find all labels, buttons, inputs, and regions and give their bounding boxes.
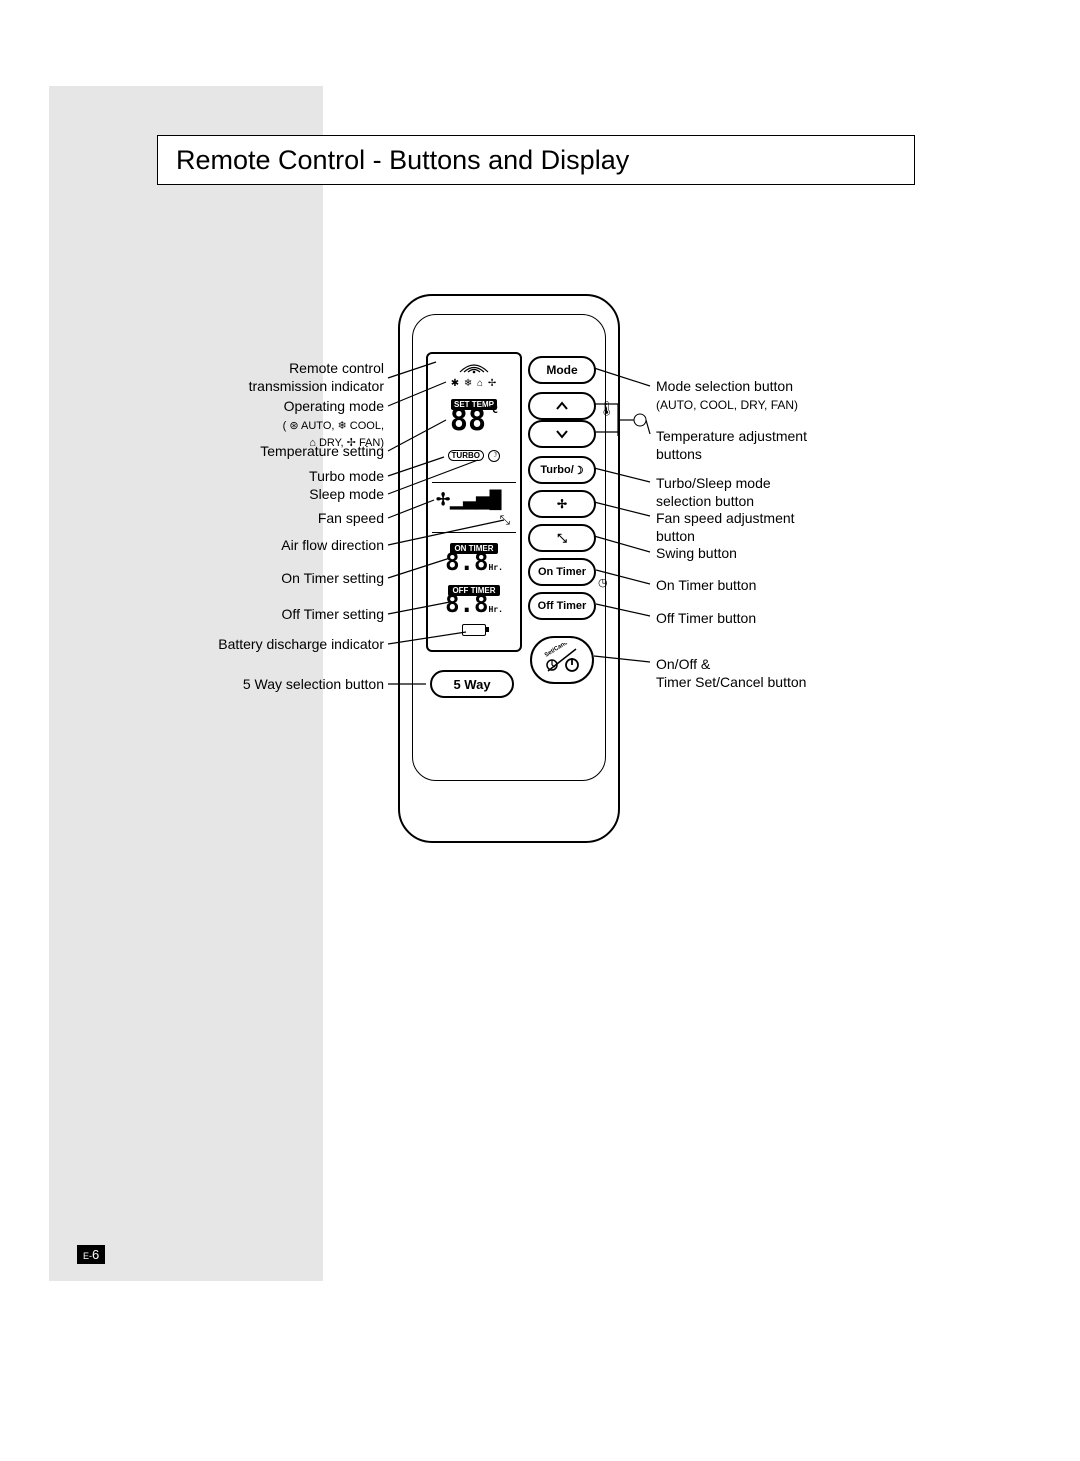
callout-airflow-direction: Air flow direction <box>281 537 384 555</box>
turbo-indicator: TURBO <box>448 450 484 461</box>
swing-icon: ⤡ <box>557 531 567 546</box>
callout-temperature-setting: Temperature setting <box>260 443 384 461</box>
chevron-down-icon <box>555 429 569 439</box>
callout-on-timer-button: On Timer button <box>656 577 756 595</box>
callout-five-way-button: 5 Way selection button <box>243 676 384 694</box>
battery-icon <box>432 624 516 639</box>
callout-transmission-indicator: Remote control transmission indicator <box>249 360 384 395</box>
on-timer-button[interactable]: On Timer <box>528 558 596 586</box>
swing-button[interactable]: ⤡ <box>528 524 596 552</box>
off-timer-digits: 8.8Hr. <box>432 592 516 616</box>
lcd-screen: ✱ ❄ ⌂ ✢ SET TEMP 88°C TURBO ☽ ✢▁▃▅█ ⤡ ON… <box>426 352 522 652</box>
sleep-indicator-icon: ☽ <box>488 450 500 462</box>
thermometer-icon: 🌡 <box>598 400 616 417</box>
fan-speed-bars: ✢▁▃▅█ <box>432 490 516 510</box>
svg-text:Set/Cancel: Set/Cancel <box>544 643 573 659</box>
turbo-sleep-row: TURBO ☽ <box>432 450 516 462</box>
callout-swing-button: Swing button <box>656 545 737 563</box>
transmission-icon <box>432 360 516 374</box>
callout-off-timer-setting: Off Timer setting <box>282 606 384 624</box>
temp-down-button[interactable] <box>528 420 596 448</box>
on-timer-digits: 8.8Hr. <box>432 550 516 574</box>
mode-icons-row: ✱ ❄ ⌂ ✢ <box>432 378 516 389</box>
callout-on-timer-setting: On Timer setting <box>281 570 384 588</box>
callout-fan-speed: Fan speed <box>318 510 384 528</box>
chevron-up-icon <box>555 401 569 411</box>
callout-mode-button: Mode selection button (AUTO, COOL, DRY, … <box>656 378 798 413</box>
turbo-sleep-button[interactable]: Turbo/☽ <box>528 456 596 484</box>
clock-icon: ◷ <box>598 576 608 589</box>
temp-digits: 88°C <box>432 406 516 436</box>
power-icon: Set/Cancel <box>540 643 584 677</box>
airflow-icon: ⤡ <box>432 512 516 528</box>
page-number: E-6 <box>77 1245 105 1264</box>
mode-button[interactable]: Mode <box>528 356 596 384</box>
callout-turbo-sleep-button: Turbo/Sleep mode selection button <box>656 475 771 510</box>
callout-off-timer-button: Off Timer button <box>656 610 756 628</box>
callout-sleep-mode: Sleep mode <box>309 486 384 504</box>
page-title-box: Remote Control - Buttons and Display <box>157 135 915 185</box>
callout-turbo-mode: Turbo mode <box>309 468 384 486</box>
power-set-cancel-button[interactable]: Set/Cancel <box>530 636 594 684</box>
remote-body: ✱ ❄ ⌂ ✢ SET TEMP 88°C TURBO ☽ ✢▁▃▅█ ⤡ ON… <box>398 294 620 843</box>
callout-temperature-adjustment: Temperature adjustment buttons <box>656 428 807 463</box>
sleep-icon: ☽ <box>574 464 584 477</box>
five-way-button[interactable]: 5 Way <box>430 670 514 698</box>
callout-battery-indicator: Battery discharge indicator <box>218 636 384 654</box>
fan-icon: ✢ <box>557 497 567 511</box>
temp-up-button[interactable] <box>528 392 596 420</box>
callout-power-button: On/Off & Timer Set/Cancel button <box>656 656 806 691</box>
off-timer-button[interactable]: Off Timer <box>528 592 596 620</box>
fan-speed-button[interactable]: ✢ <box>528 490 596 518</box>
callout-fan-speed-button: Fan speed adjustment button <box>656 510 795 545</box>
page-title: Remote Control - Buttons and Display <box>176 145 629 176</box>
